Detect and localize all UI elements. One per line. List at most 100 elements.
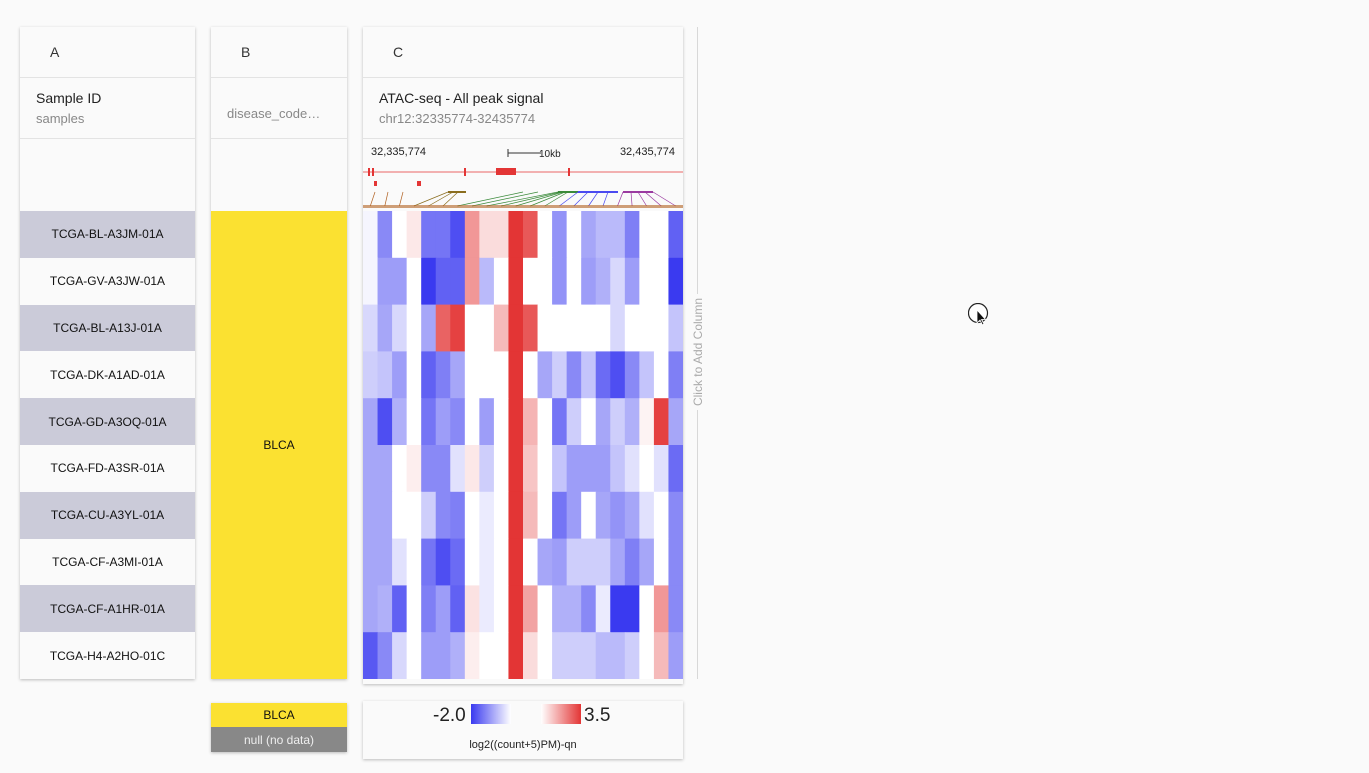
heatmap-cell [479,491,495,540]
heatmap-cell [406,257,422,306]
heatmap-cell [523,398,539,446]
peak-connector-line [530,191,566,207]
heatmap-cell [668,351,684,399]
peak-connector-line [630,191,633,207]
heatmap-cell [464,257,480,306]
column-a-header[interactable]: Sample ID samples [20,78,195,139]
legend-unit: log2((count+5)PM)-qn [469,739,577,751]
sample-id-label: TCGA-CF-A3MI-01A [52,554,163,569]
heatmap-cell [668,211,684,259]
sample-row[interactable]: TCGA-CF-A3MI-01A [20,538,195,586]
heatmap-cell [537,257,553,306]
heatmap-cell [363,632,379,680]
legend-min: -2.0 [433,705,466,726]
heatmap-cell [392,585,408,633]
sample-row[interactable]: TCGA-DK-A1AD-01A [20,351,195,399]
heatmap-cell [624,211,640,259]
heatmap-cell [363,351,379,399]
heatmap-cell [392,398,408,446]
gene-track-svg: 32,335,774 32,435,774 10kb [363,146,683,208]
heatmap-cell [552,491,568,540]
sample-row[interactable]: TCGA-GD-A3OQ-01A [20,398,195,445]
heatmap-cell [421,538,437,586]
heatmap-cell [552,398,568,446]
heatmap-cell [363,491,379,540]
peak-cluster [448,191,466,193]
heatmap-cell [595,398,611,446]
atac-heatmap[interactable] [363,211,684,680]
peak-connector-line [515,191,564,207]
heatmap-cell [639,351,655,399]
heatmap-cell [595,585,611,633]
column-c-header[interactable]: ATAC-seq - All peak signal chr12:3233577… [363,78,683,139]
heatmap-cell [566,304,582,352]
peak-connector-line [559,191,579,207]
heatmap-cell [493,538,509,586]
sample-row[interactable]: TCGA-FD-A3SR-01A [20,444,195,492]
sample-row[interactable]: TCGA-BL-A13J-01A [20,304,195,352]
heatmap-cell [435,445,451,493]
heatmap-cell [639,398,655,446]
heatmap-cell [406,304,422,352]
peak-bar [363,205,683,208]
heatmap-cell [377,304,393,352]
legend-low-gradient [471,704,511,724]
heatmap-cell [464,211,480,259]
sample-row[interactable]: TCGA-BL-A3JM-01A [20,211,195,258]
heatmap-cell [450,304,466,352]
track-start-label: 32,335,774 [371,146,426,158]
heatmap-cell [537,585,553,633]
heatmap-cell [377,211,393,259]
column-a-subtitle: samples [36,111,85,126]
heatmap-cell [464,491,480,540]
heatmap-cell [450,211,466,259]
heatmap-cell [493,632,509,680]
heatmap-cell [493,398,509,446]
sample-id-label: TCGA-H4-A2HO-01C [49,648,166,663]
heatmap-cell [508,351,524,399]
sample-id-label: TCGA-CU-A3YL-01A [50,508,165,523]
heatmap-cell [668,445,684,493]
heatmap-cell [566,211,582,259]
heatmap-cell [566,632,582,680]
heatmap-cell [392,445,408,493]
sample-row[interactable]: TCGA-H4-A2HO-01C [20,632,195,679]
heatmap-cell [581,445,597,493]
gene-exon [496,168,516,175]
heatmap-cell [566,257,582,306]
heatmap-cell [508,398,524,446]
column-atac-seq[interactable]: C ATAC-seq - All peak signal chr12:32335… [363,27,684,684]
heatmap-cell [566,538,582,586]
heatmap-cell [537,538,553,586]
heatmap-cell [406,538,422,586]
column-disease-code[interactable]: B disease_code… BLCA [211,27,347,679]
legend-high-gradient [541,704,581,724]
heatmap-cell [639,632,655,680]
heatmap-cell [624,632,640,680]
heatmap-cell [523,351,539,399]
sample-row[interactable]: TCGA-CF-A1HR-01A [20,585,195,633]
heatmap-cell [377,398,393,446]
peak-connector-line [384,191,389,207]
sample-row[interactable]: TCGA-GV-A3JW-01A [20,257,195,305]
heatmap-cell [479,632,495,680]
sample-id-label: TCGA-BL-A13J-01A [53,320,162,335]
heatmap-cell [508,304,524,352]
sample-row[interactable]: TCGA-CU-A3YL-01A [20,491,195,539]
column-sample-id[interactable]: A Sample ID samples TCGA-BL-A3JM-01A TCGA… [20,27,195,679]
legend-max: 3.5 [584,705,611,726]
heatmap-cell [610,304,626,352]
gene-track[interactable]: 32,335,774 32,435,774 10kb [363,139,683,211]
disease-code-cell[interactable]: BLCA [211,211,347,679]
legend-atac: -2.0 3.5 log2((count+5)PM)-qn [363,701,683,759]
heatmap-cell [392,632,408,680]
column-letter-c: C [363,27,683,78]
heatmap-cell [435,211,451,259]
column-b-header[interactable]: disease_code… [211,78,347,139]
heatmap-cell [668,538,684,586]
heatmap-cell [421,211,437,259]
add-column-button[interactable]: Click to Add Column [691,293,705,411]
heatmap-cell [406,211,422,259]
heatmap-cell [552,585,568,633]
heatmap-cell [406,351,422,399]
